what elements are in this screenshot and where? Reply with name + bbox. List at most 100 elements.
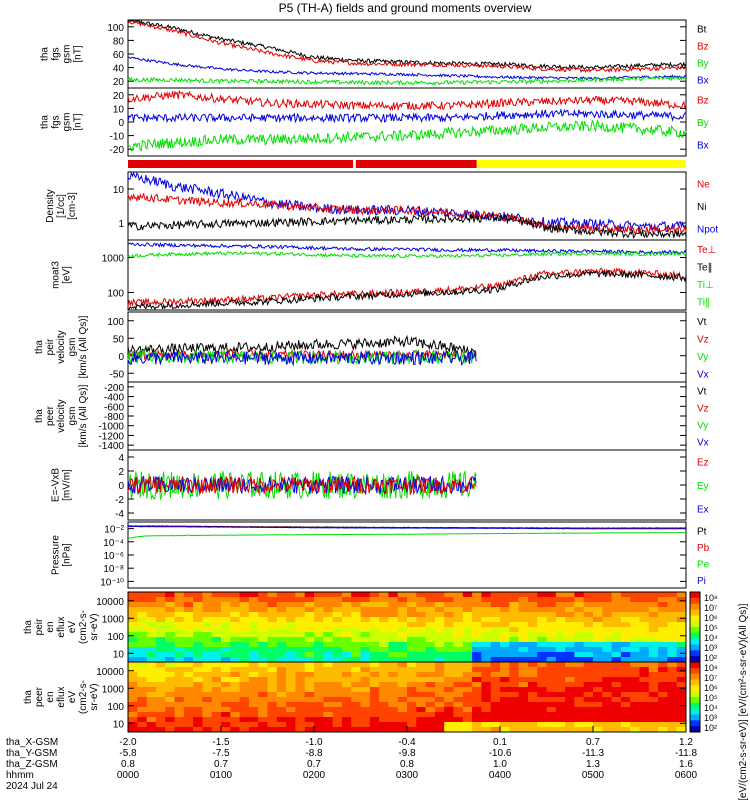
colorbar-cell xyxy=(690,685,700,692)
y-tick-label: 10 xyxy=(113,185,125,196)
spectrogram-cell xyxy=(648,647,659,653)
spectrogram-cell xyxy=(434,667,445,673)
spectrogram-cell xyxy=(639,652,650,658)
spectrogram-cell xyxy=(667,647,678,653)
spectrogram-cell xyxy=(481,597,492,603)
spectrogram-cell xyxy=(565,597,575,603)
spectrogram-cell xyxy=(611,727,622,733)
y-tick-label: 20 xyxy=(113,91,125,102)
spectrogram-cell xyxy=(500,672,510,678)
spectrogram-cell xyxy=(183,652,194,658)
spectrogram-cell xyxy=(527,647,538,653)
spectrogram-cell xyxy=(648,612,659,618)
spectrogram-cell xyxy=(267,662,278,668)
legend-entry: Bx xyxy=(697,76,709,87)
spectrogram-cell xyxy=(379,652,389,658)
spectrogram-cell xyxy=(500,627,510,633)
spectrogram-cell xyxy=(416,637,427,643)
spectrogram-cell xyxy=(295,677,306,683)
spectrogram-cell xyxy=(453,642,464,648)
spectrogram-cell xyxy=(574,682,585,688)
spectrogram-cell xyxy=(137,647,148,653)
spectrogram-cell xyxy=(221,597,231,603)
spectrogram-cell xyxy=(527,682,538,688)
spectrogram-cell xyxy=(230,657,241,663)
spectrogram-cell xyxy=(583,657,594,663)
spectrogram-cell xyxy=(509,632,520,638)
spectrogram-cell xyxy=(360,682,371,688)
spectrogram-cell xyxy=(565,602,575,608)
y-axis-label-line: tha xyxy=(34,340,45,354)
spectrogram-cell xyxy=(658,677,668,683)
spectrogram-cell xyxy=(267,722,278,728)
x-axis-labels: tha_X-GSM -2.0 -1.5 -1.0 -0.4 0.1 0.7 1.2tha_Y-… xyxy=(6,726,698,792)
spectrogram-cell xyxy=(620,712,631,718)
spectrogram-cell xyxy=(174,672,185,678)
spectrogram-cell xyxy=(304,667,315,673)
spectrogram-cell xyxy=(565,672,575,678)
spectrogram-cell xyxy=(351,612,361,618)
spectrogram-cell xyxy=(360,607,371,613)
spectrogram-cell xyxy=(546,632,557,638)
spectrogram-cell xyxy=(472,642,482,648)
spectrogram-cell xyxy=(416,622,427,628)
spectrogram-cell xyxy=(481,637,492,643)
legend-entry: Ey xyxy=(697,481,709,492)
y-axis-label: Pressure [nPa] xyxy=(51,535,73,575)
spectrogram-cell xyxy=(323,597,334,603)
spectrogram-cell xyxy=(565,692,575,698)
spectrogram-cell xyxy=(286,602,296,608)
spectrogram-cell xyxy=(165,642,175,648)
y-tick-label: 10⁻⁸ xyxy=(103,564,124,575)
spectrogram-cell xyxy=(211,642,222,648)
spectrogram-cell xyxy=(574,657,585,663)
legend-entry: Ti⊥ xyxy=(697,280,714,291)
spectrogram-cell xyxy=(425,707,436,713)
spectrogram-cell xyxy=(630,592,640,598)
spectrogram-cell xyxy=(183,627,194,633)
panel-3 xyxy=(128,160,686,168)
spectrogram-cell xyxy=(295,602,306,608)
spectrogram-cell xyxy=(500,632,510,638)
spectrogram-cell xyxy=(397,652,408,658)
spectrogram-cell xyxy=(146,677,157,683)
spectrogram-cell xyxy=(267,642,278,648)
spectrogram-cell xyxy=(323,632,334,638)
spectrogram-cell xyxy=(332,662,343,668)
spectrogram-cell xyxy=(462,692,473,698)
spectrogram-cell xyxy=(434,722,445,728)
spectrogram-cell xyxy=(620,687,631,693)
spectrogram-cell xyxy=(620,707,631,713)
spectrogram-cell xyxy=(193,692,203,698)
spectrogram-cell xyxy=(286,657,296,663)
spectrogram-cell xyxy=(211,592,222,598)
spectrogram-cell xyxy=(416,592,427,598)
spectrogram-cell xyxy=(341,607,352,613)
spectrogram-cell xyxy=(211,702,222,708)
spectrogram-cell xyxy=(425,632,436,638)
colorbar-tick-label: 10⁷ xyxy=(704,603,717,613)
spectrogram-cell xyxy=(193,717,203,723)
spectrogram-cell xyxy=(667,592,678,598)
spectrogram-cell xyxy=(620,672,631,678)
spectrogram-cell xyxy=(267,727,278,733)
spectrogram-cell xyxy=(221,602,231,608)
spectrogram-cell xyxy=(481,717,492,723)
spectrogram-cell xyxy=(239,632,250,638)
spectrogram-cell xyxy=(258,717,268,723)
spectrogram-cell xyxy=(332,592,343,598)
spectrogram-cell xyxy=(555,607,566,613)
spectrogram-cell xyxy=(351,677,361,683)
spectrogram-cell xyxy=(341,682,352,688)
spectrogram-cell xyxy=(202,642,213,648)
spectrogram-cell xyxy=(574,727,585,733)
spectrogram-cell xyxy=(555,597,566,603)
spectrogram-cell xyxy=(388,697,399,703)
y-tick-label: 50 xyxy=(113,334,125,345)
spectrogram-cell xyxy=(146,697,157,703)
spectrogram-cell xyxy=(676,697,687,703)
spectrogram-cell xyxy=(602,602,613,608)
spectrogram-cell xyxy=(583,712,594,718)
spectrogram-cell xyxy=(425,657,436,663)
spectrogram-cell xyxy=(500,702,510,708)
